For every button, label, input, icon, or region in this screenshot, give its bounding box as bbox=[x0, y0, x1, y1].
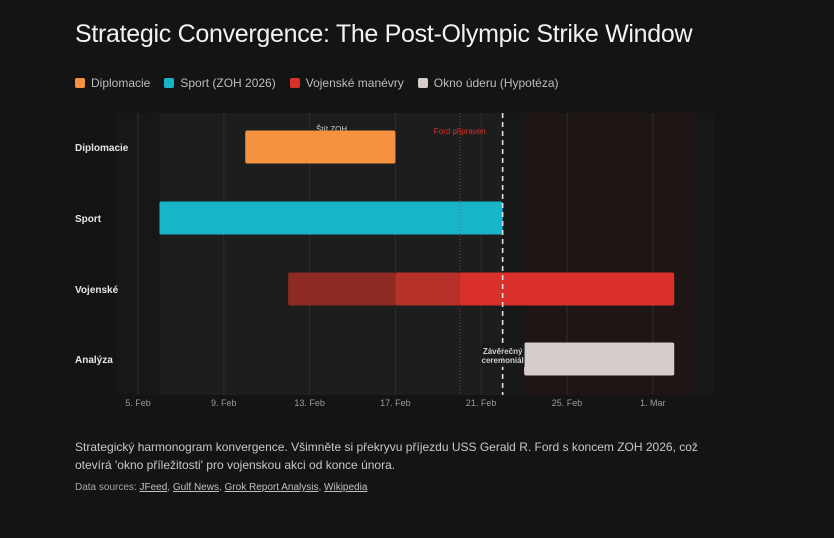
chart-caption: Strategický harmonogram konvergence. Vši… bbox=[75, 440, 698, 472]
data-sources: Data sources: JFeed, Gulf News, Grok Rep… bbox=[75, 482, 368, 493]
source-link-jfeed[interactable]: JFeed bbox=[139, 482, 168, 493]
legend-swatch bbox=[417, 78, 428, 88]
legend-item-okno[interactable]: Okno úderu (Hypotéza) bbox=[417, 76, 559, 90]
gantt-bar bbox=[459, 272, 675, 306]
row-label: Analýza bbox=[75, 355, 113, 366]
marker-label-ford: Ford připraven bbox=[434, 127, 486, 136]
legend-label: Okno úderu (Hypotéza) bbox=[433, 76, 559, 90]
x-tick-label: 1. Mar bbox=[640, 398, 666, 408]
gantt-bar bbox=[524, 342, 675, 376]
legend-item-sport[interactable]: Sport (ZOH 2026) bbox=[164, 76, 276, 90]
legend-item-vojenske[interactable]: Vojenské manévry bbox=[289, 76, 404, 90]
row-label: Sport bbox=[75, 214, 102, 225]
x-tick-label: 9. Feb bbox=[211, 398, 237, 408]
chart-title: Strategic Convergence: The Post-Olympic … bbox=[75, 20, 693, 48]
marker-label-bg bbox=[480, 343, 525, 367]
legend-item-diplomacie[interactable]: Diplomacie bbox=[75, 76, 150, 90]
legend-swatch bbox=[75, 78, 85, 88]
marker-label-ceremony-2: ceremoniál bbox=[482, 356, 524, 365]
legend-swatch bbox=[289, 78, 300, 88]
gantt-bar bbox=[395, 272, 460, 306]
x-tick-label: 21. Feb bbox=[466, 398, 497, 408]
annotation-label: Štít ZOH bbox=[316, 125, 347, 134]
gantt-bar bbox=[245, 130, 396, 164]
legend-label: Sport (ZOH 2026) bbox=[180, 76, 276, 90]
legend-swatch bbox=[164, 78, 175, 88]
x-tick-label: 25. Feb bbox=[552, 398, 583, 408]
marker-label-ceremony-1: Závěrečný bbox=[483, 347, 523, 356]
sources-prefix: Data sources: bbox=[75, 482, 137, 493]
row-label: Vojenské bbox=[75, 285, 119, 296]
source-link-gulf-news[interactable]: Gulf News bbox=[172, 482, 219, 493]
gantt-bar bbox=[159, 201, 503, 235]
source-link-grok[interactable]: Grok Report Analysis bbox=[224, 482, 319, 493]
row-label: Diplomacie bbox=[75, 143, 129, 154]
legend-label: Diplomacie bbox=[91, 76, 151, 90]
legend: Diplomacie Sport (ZOH 2026) Vojenské man… bbox=[75, 76, 559, 90]
source-link-wikipedia[interactable]: Wikipedia bbox=[324, 482, 368, 493]
legend-label: Vojenské manévry bbox=[305, 76, 404, 90]
gantt-bar bbox=[288, 272, 396, 306]
x-tick-label: 17. Feb bbox=[380, 398, 411, 408]
gantt-chart: 5. Feb 9. Feb 13. Feb 17. Feb 21. Feb 25. Feb… bbox=[75, 113, 675, 408]
x-tick-label: 13. Feb bbox=[294, 398, 325, 408]
x-tick-label: 5. Feb bbox=[125, 398, 151, 408]
